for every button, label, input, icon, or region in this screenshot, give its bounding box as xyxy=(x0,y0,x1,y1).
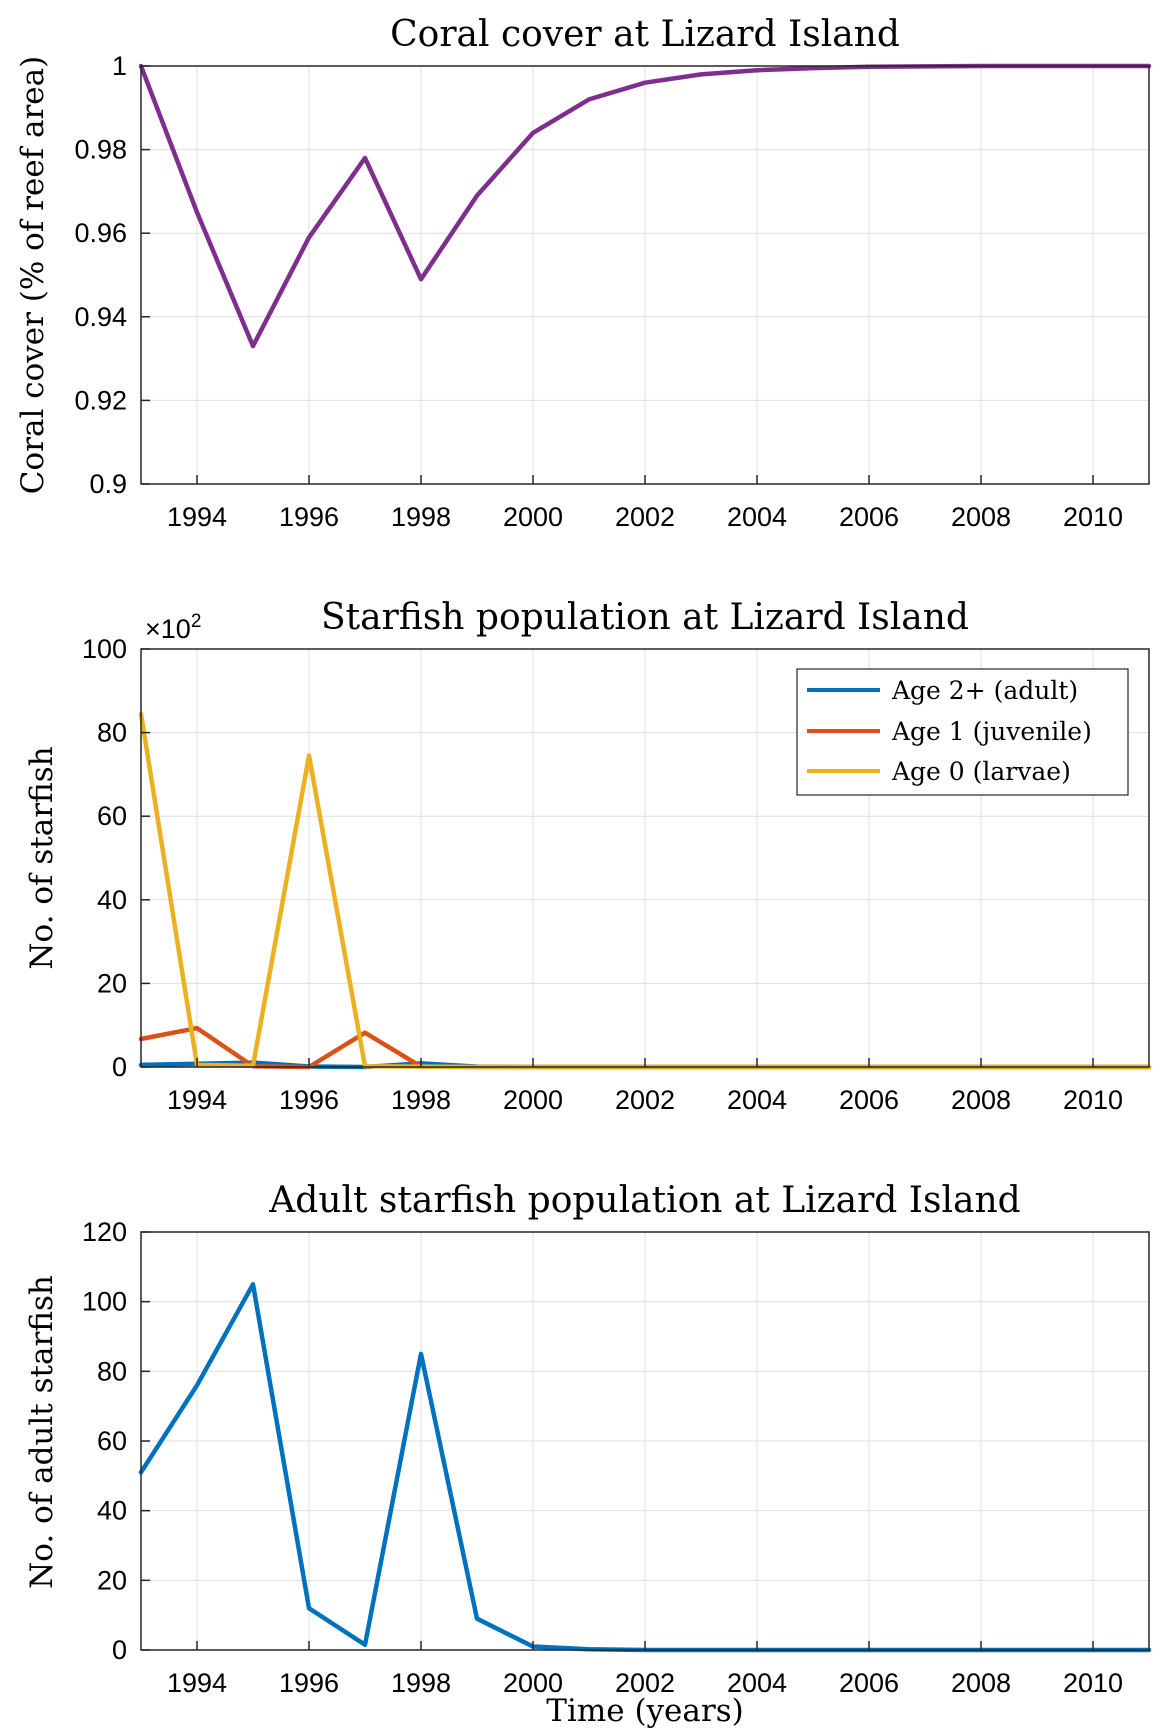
adult-starfish-xtick-label: 1998 xyxy=(391,1668,451,1698)
adult-starfish-ytick-label: 40 xyxy=(97,1496,127,1526)
coral-cover-ticks: 1994 1996 1998 2000 2002 2004 2006 2008 2010 0.9 0… xyxy=(74,51,1123,532)
adult-starfish-ytick-label: 0 xyxy=(112,1635,127,1665)
starfish-population-panel: Starfish population at Lizard Island No.… xyxy=(24,597,1152,1115)
starfish-population-xtick-label: 1998 xyxy=(391,1085,451,1115)
adult-starfish-ytick-label: 20 xyxy=(97,1565,127,1595)
adult-starfish-grid xyxy=(141,1231,1149,1651)
adult-starfish-xtick-label: 2002 xyxy=(615,1668,675,1698)
starfish-population-xtick-label: 1996 xyxy=(279,1085,339,1115)
starfish-population-ytick-label: 40 xyxy=(97,885,127,915)
coral-cover-xtick-label: 1998 xyxy=(391,502,451,532)
coral-cover-xtick-label: 1996 xyxy=(279,502,339,532)
coral-cover-panel: Coral cover at Lizard Island Coral cover… xyxy=(15,14,1152,532)
legend-label-juvenile: Age 1 (juvenile) xyxy=(891,717,1092,746)
coral-cover-xtick-label: 2002 xyxy=(615,502,675,532)
coral-cover-title: Coral cover at Lizard Island xyxy=(390,14,900,55)
adult-starfish-ytick-label: 100 xyxy=(82,1287,127,1317)
adult-starfish-xtick-label: 2004 xyxy=(727,1668,787,1698)
starfish-population-xtick-label: 2006 xyxy=(839,1085,899,1115)
starfish-population-xtick-label: 2002 xyxy=(615,1085,675,1115)
starfish-population-title: Starfish population at Lizard Island xyxy=(321,597,969,638)
adult-starfish-xtick-label: 2010 xyxy=(1063,1668,1123,1698)
adult-starfish-ytick-label: 60 xyxy=(97,1426,127,1456)
coral-cover-ytick-label: 0.94 xyxy=(74,302,127,332)
adult-starfish-xtick-label: 1994 xyxy=(167,1668,227,1698)
adult-starfish-xtick-label: 2000 xyxy=(503,1668,563,1698)
starfish-population-ytick-label: 60 xyxy=(97,801,127,831)
starfish-population-ytick-label: 80 xyxy=(97,718,127,748)
coral-cover-xtick-label: 2004 xyxy=(727,502,787,532)
adult-starfish-xtick-label: 2008 xyxy=(951,1668,1011,1698)
starfish-population-ytick-label: 100 xyxy=(82,634,127,664)
coral-cover-xtick-label: 2006 xyxy=(839,502,899,532)
starfish-population-exponent: ×102 xyxy=(145,611,201,644)
adult-starfish-ytick-label: 120 xyxy=(82,1217,127,1247)
starfish-population-xtick-label: 2004 xyxy=(727,1085,787,1115)
starfish-population-ytick-label: 20 xyxy=(97,968,127,998)
starfish-population-ylabel: No. of starfish xyxy=(24,746,60,969)
starfish-population-ytick-label: 0 xyxy=(112,1052,127,1082)
adult-starfish-ytick-label: 80 xyxy=(97,1356,127,1386)
adult-starfish-xlabel: Time (years) xyxy=(546,1693,743,1729)
coral-cover-ytick-label: 0.92 xyxy=(74,385,127,415)
adult-starfish-ticks: 1994 1996 1998 2000 2002 2004 2006 2008 2010 0 20 4… xyxy=(82,1217,1123,1698)
starfish-population-xtick-label: 2010 xyxy=(1063,1085,1123,1115)
starfish-population-xtick-label: 2000 xyxy=(503,1085,563,1115)
adult-starfish-ylabel: No. of adult starfish xyxy=(24,1275,60,1589)
starfish-population-xtick-label: 2008 xyxy=(951,1085,1011,1115)
coral-cover-ytick-label: 1 xyxy=(112,51,127,81)
legend-label-larvae: Age 0 (larvae) xyxy=(891,757,1071,786)
legend-label-adult: Age 2+ (adult) xyxy=(891,676,1078,705)
adult-starfish-xtick-label: 1996 xyxy=(279,1668,339,1698)
coral-cover-xtick-label: 1994 xyxy=(167,502,227,532)
adult-starfish-panel: Adult starfish population at Lizard Isla… xyxy=(24,1180,1152,1729)
starfish-population-ticks: 1994 1996 1998 2000 2002 2004 2006 2008 2010 0 20 4… xyxy=(82,634,1123,1115)
coral-cover-ytick-label: 0.98 xyxy=(74,135,127,165)
coral-cover-ytick-label: 0.96 xyxy=(74,218,127,248)
coral-cover-ylabel: Coral cover (% of reef area) xyxy=(15,56,51,494)
coral-cover-xtick-label: 2008 xyxy=(951,502,1011,532)
starfish-population-xtick-label: 1994 xyxy=(167,1085,227,1115)
starfish-population-legend: Age 2+ (adult) Age 1 (juvenile) Age 0 (l… xyxy=(796,668,1129,796)
coral-cover-xtick-label: 2010 xyxy=(1063,502,1123,532)
adult-starfish-title: Adult starfish population at Lizard Isla… xyxy=(268,1180,1020,1221)
coral-cover-xtick-label: 2000 xyxy=(503,502,563,532)
adult-starfish-xtick-label: 2006 xyxy=(839,1668,899,1698)
coral-cover-ytick-label: 0.9 xyxy=(89,469,127,499)
